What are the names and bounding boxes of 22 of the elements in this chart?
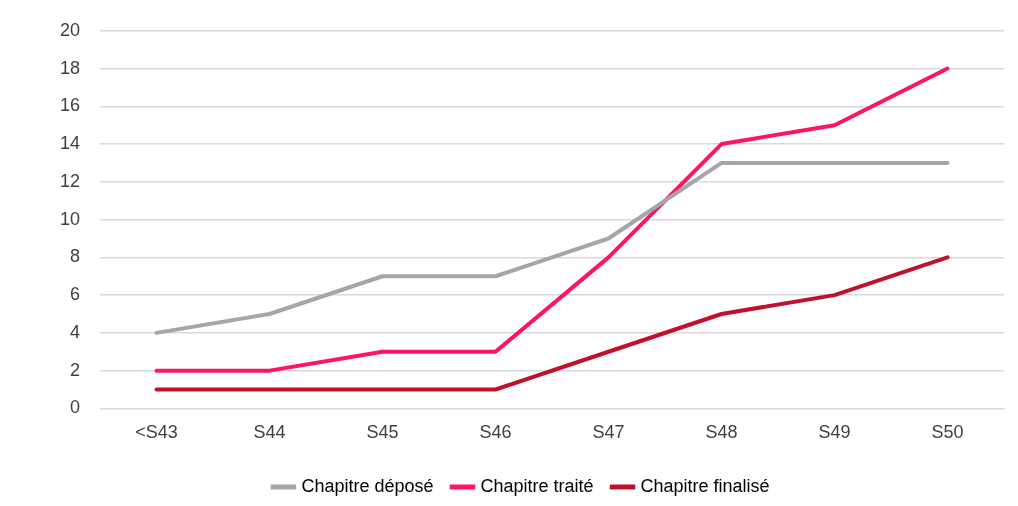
x-tick-label: S44 [253,422,286,443]
y-tick-label: 4 [70,321,81,342]
x-tick-label: S47 [592,422,625,443]
x-tick-label: S46 [479,422,512,443]
x-tick-label: S48 [705,422,738,443]
x-tick-label: S50 [931,422,964,443]
legend-label: Chapitre finalisé [640,475,770,496]
y-tick-label: 20 [59,19,81,40]
x-tick-label: S45 [366,422,399,443]
y-tick-label: 6 [70,284,81,305]
y-tick-label: 10 [59,208,81,229]
y-tick-label: 18 [59,57,81,78]
y-tick-label: 16 [59,95,81,116]
legend-label: Chapitre déposé [301,475,434,496]
x-tick-label: S49 [818,422,851,443]
legend-label: Chapitre traité [480,475,594,496]
x-tick-label: <S43 [135,422,178,443]
y-tick-label: 8 [70,246,81,267]
y-tick-label: 2 [70,359,81,380]
y-tick-label: 14 [59,133,81,154]
y-tick-label: 0 [70,397,81,418]
y-tick-label: 12 [59,170,81,191]
